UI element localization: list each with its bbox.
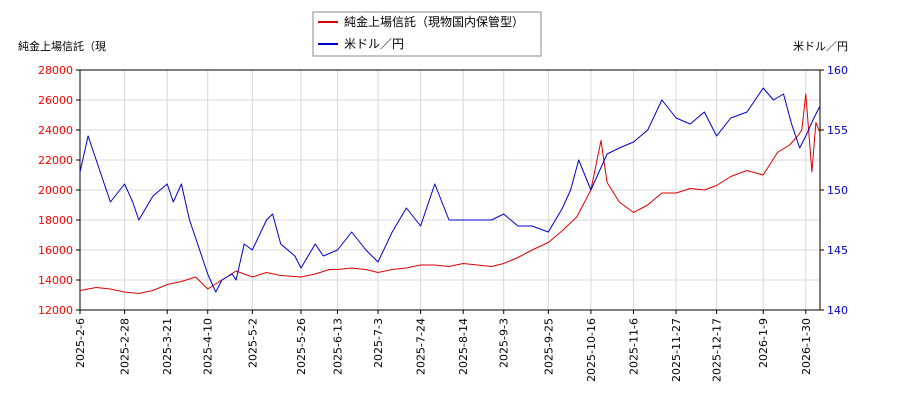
x-tick-label: 2025-5-26 xyxy=(295,318,308,375)
right-axis: 160 155 150 145 140 xyxy=(820,64,848,317)
right-tick-label: 150 xyxy=(827,184,848,197)
x-tick-label: 2026-1-30 xyxy=(800,318,813,375)
x-tick-label: 2025-11-6 xyxy=(627,318,640,375)
x-tick-label: 2025-2-6 xyxy=(74,318,87,368)
right-tick-label: 140 xyxy=(827,304,848,317)
right-tick-label: 145 xyxy=(827,244,848,257)
x-tick-label: 2025-10-16 xyxy=(585,318,598,382)
legend-label-usdjpy: 米ドル／円 xyxy=(344,37,404,51)
left-tick-label: 16000 xyxy=(38,244,73,257)
x-tick-label: 2025-2-28 xyxy=(119,318,132,375)
left-axis: 28000 26000 24000 22000 20000 18000 16000 14000… xyxy=(38,64,80,317)
x-tick-label: 2025-5-2 xyxy=(246,318,259,368)
x-axis: 2025-2-6 2025-2-28 2025-3-21 2025-4-10 2025-… xyxy=(74,310,813,382)
left-tick-label: 22000 xyxy=(38,154,73,167)
right-axis-title: 米ドル／円 xyxy=(793,40,848,53)
left-tick-label: 20000 xyxy=(38,184,73,197)
grid xyxy=(80,70,820,310)
x-tick-label: 2025-8-14 xyxy=(457,318,470,375)
series-line-gold xyxy=(79,93,821,294)
x-tick-label: 2025-12-17 xyxy=(711,318,724,382)
x-tick-label: 2025-4-10 xyxy=(202,318,215,375)
x-tick-label: 2025-7-3 xyxy=(372,318,385,368)
x-tick-label: 2025-3-21 xyxy=(161,318,174,375)
x-tick-label: 2025-11-27 xyxy=(670,318,683,382)
left-tick-label: 24000 xyxy=(38,124,73,137)
left-tick-label: 26000 xyxy=(38,94,73,107)
x-tick-label: 2025-9-3 xyxy=(498,318,511,368)
x-tick-label: 2025-7-24 xyxy=(415,318,428,375)
x-tick-label: 2025-9-25 xyxy=(542,318,555,375)
x-tick-label: 2026-1-9 xyxy=(757,318,770,368)
left-tick-label: 28000 xyxy=(38,64,73,77)
left-tick-label: 14000 xyxy=(38,274,73,287)
series-line-usdjpy xyxy=(79,87,821,293)
right-tick-label: 155 xyxy=(827,124,848,137)
legend-label-gold: 純金上場信託（現物国内保管型） xyxy=(344,14,524,29)
legend-box xyxy=(312,11,542,57)
right-tick-label: 160 xyxy=(827,64,848,77)
legend: 純金上場信託（現物国内保管型） 米ドル／円 xyxy=(312,11,542,57)
x-tick-label: 2025-6-13 xyxy=(331,318,344,375)
left-tick-label: 12000 xyxy=(38,304,73,317)
series-layer xyxy=(79,87,821,294)
left-axis-title: 純金上場信託（現 xyxy=(18,39,106,53)
left-tick-label: 18000 xyxy=(38,214,73,227)
